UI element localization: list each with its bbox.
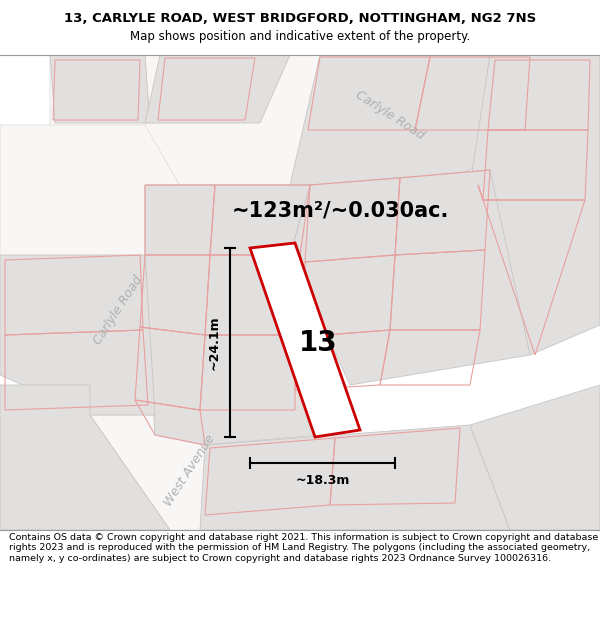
Polygon shape — [50, 55, 150, 123]
Polygon shape — [250, 243, 360, 437]
Polygon shape — [50, 55, 600, 185]
Text: 13: 13 — [299, 329, 337, 357]
Polygon shape — [0, 125, 220, 530]
Polygon shape — [145, 55, 290, 123]
Text: 13, CARLYLE ROAD, WEST BRIDGFORD, NOTTINGHAM, NG2 7NS: 13, CARLYLE ROAD, WEST BRIDGFORD, NOTTIN… — [64, 12, 536, 25]
Text: Map shows position and indicative extent of the property.: Map shows position and indicative extent… — [130, 30, 470, 43]
Text: Carlyle Road: Carlyle Road — [91, 273, 145, 347]
Text: ~18.3m: ~18.3m — [295, 474, 350, 488]
Polygon shape — [145, 185, 320, 445]
Polygon shape — [290, 55, 600, 185]
Text: Carlyle Road: Carlyle Road — [353, 88, 427, 142]
Polygon shape — [470, 385, 600, 530]
Polygon shape — [290, 170, 530, 385]
Polygon shape — [0, 385, 170, 530]
Polygon shape — [200, 425, 510, 530]
Polygon shape — [90, 415, 280, 530]
Polygon shape — [0, 255, 155, 415]
Text: West Avenue: West Avenue — [162, 432, 218, 508]
Text: Contains OS data © Crown copyright and database right 2021. This information is : Contains OS data © Crown copyright and d… — [9, 533, 598, 562]
Text: ~24.1m: ~24.1m — [208, 315, 221, 370]
Text: ~123m²/~0.030ac.: ~123m²/~0.030ac. — [232, 200, 449, 220]
Polygon shape — [470, 55, 600, 355]
